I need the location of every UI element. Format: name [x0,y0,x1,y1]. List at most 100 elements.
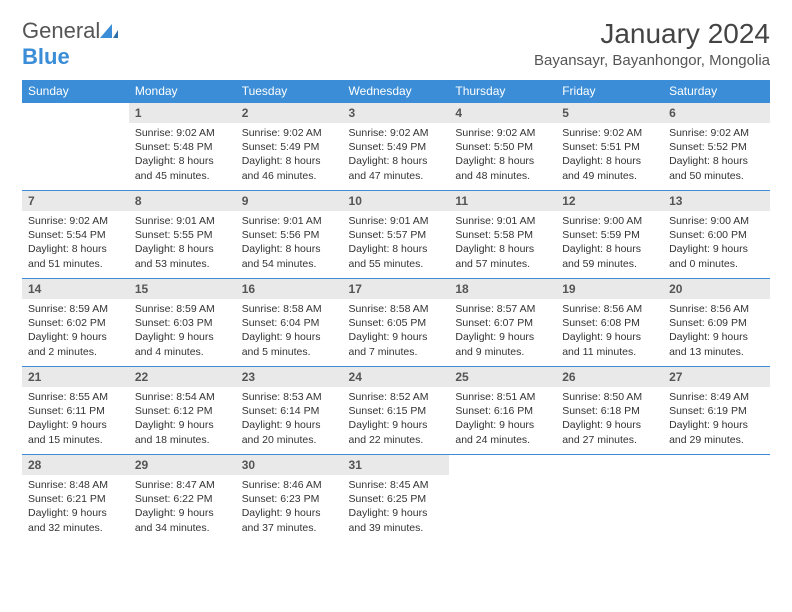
sail-icon [100,18,118,32]
sunset-text: Sunset: 6:04 PM [242,316,337,330]
daylight-line1: Daylight: 9 hours [562,330,657,344]
daylight-line2: and 45 minutes. [135,169,230,183]
day-details: Sunrise: 8:47 AMSunset: 6:22 PMDaylight:… [129,475,236,541]
sunset-text: Sunset: 6:25 PM [349,492,444,506]
daylight-line1: Daylight: 8 hours [242,154,337,168]
day-number-empty [556,454,663,475]
day-number: 6 [663,102,770,123]
sunrise-text: Sunrise: 8:49 AM [669,390,764,404]
calendar-day-cell: 26Sunrise: 8:50 AMSunset: 6:18 PMDayligh… [556,366,663,454]
day-number: 13 [663,190,770,211]
calendar-day-cell [556,454,663,542]
sunrise-text: Sunrise: 9:01 AM [349,214,444,228]
weekday-header: Tuesday [236,80,343,102]
calendar-day-cell [449,454,556,542]
calendar-day-cell: 3Sunrise: 9:02 AMSunset: 5:49 PMDaylight… [343,102,450,190]
day-number: 31 [343,454,450,475]
location-subtitle: Bayansayr, Bayanhongor, Mongolia [534,52,770,69]
day-details: Sunrise: 9:00 AMSunset: 6:00 PMDaylight:… [663,211,770,277]
day-details: Sunrise: 9:01 AMSunset: 5:58 PMDaylight:… [449,211,556,277]
sunrise-text: Sunrise: 8:51 AM [455,390,550,404]
sunset-text: Sunset: 5:56 PM [242,228,337,242]
calendar-day-cell: 25Sunrise: 8:51 AMSunset: 6:16 PMDayligh… [449,366,556,454]
daylight-line2: and 7 minutes. [349,345,444,359]
sunset-text: Sunset: 6:12 PM [135,404,230,418]
daylight-line1: Daylight: 9 hours [135,506,230,520]
day-number: 2 [236,102,343,123]
day-details: Sunrise: 8:54 AMSunset: 6:12 PMDaylight:… [129,387,236,453]
daylight-line2: and 0 minutes. [669,257,764,271]
daylight-line2: and 29 minutes. [669,433,764,447]
daylight-line2: and 9 minutes. [455,345,550,359]
sunset-text: Sunset: 6:00 PM [669,228,764,242]
day-number: 25 [449,366,556,387]
daylight-line1: Daylight: 9 hours [669,242,764,256]
calendar-table: SundayMondayTuesdayWednesdayThursdayFrid… [22,80,770,542]
daylight-line1: Daylight: 8 hours [135,242,230,256]
sunset-text: Sunset: 6:14 PM [242,404,337,418]
sunrise-text: Sunrise: 8:56 AM [562,302,657,316]
logo-text-blue: Blue [22,44,70,69]
day-number: 22 [129,366,236,387]
calendar-day-cell [663,454,770,542]
sunrise-text: Sunrise: 9:01 AM [242,214,337,228]
logo: General Blue [22,18,118,70]
weekday-header: Thursday [449,80,556,102]
day-number: 19 [556,278,663,299]
daylight-line2: and 34 minutes. [135,521,230,535]
day-details: Sunrise: 9:02 AMSunset: 5:50 PMDaylight:… [449,123,556,189]
sunset-text: Sunset: 6:11 PM [28,404,123,418]
daylight-line1: Daylight: 9 hours [455,330,550,344]
calendar-day-cell [22,102,129,190]
sunrise-text: Sunrise: 8:53 AM [242,390,337,404]
calendar-day-cell: 30Sunrise: 8:46 AMSunset: 6:23 PMDayligh… [236,454,343,542]
daylight-line2: and 15 minutes. [28,433,123,447]
day-details: Sunrise: 8:59 AMSunset: 6:03 PMDaylight:… [129,299,236,365]
calendar-day-cell: 22Sunrise: 8:54 AMSunset: 6:12 PMDayligh… [129,366,236,454]
day-number: 29 [129,454,236,475]
daylight-line2: and 18 minutes. [135,433,230,447]
day-details: Sunrise: 9:01 AMSunset: 5:57 PMDaylight:… [343,211,450,277]
daylight-line1: Daylight: 9 hours [455,418,550,432]
sunset-text: Sunset: 6:21 PM [28,492,123,506]
daylight-line2: and 49 minutes. [562,169,657,183]
day-details: Sunrise: 8:53 AMSunset: 6:14 PMDaylight:… [236,387,343,453]
sunrise-text: Sunrise: 9:00 AM [562,214,657,228]
daylight-line2: and 51 minutes. [28,257,123,271]
sunrise-text: Sunrise: 9:02 AM [28,214,123,228]
daylight-line2: and 37 minutes. [242,521,337,535]
month-title: January 2024 [534,18,770,50]
sunrise-text: Sunrise: 8:50 AM [562,390,657,404]
sunrise-text: Sunrise: 8:56 AM [669,302,764,316]
daylight-line2: and 24 minutes. [455,433,550,447]
weekday-header: Wednesday [343,80,450,102]
sunset-text: Sunset: 5:49 PM [349,140,444,154]
sunrise-text: Sunrise: 8:58 AM [242,302,337,316]
daylight-line1: Daylight: 9 hours [28,506,123,520]
daylight-line1: Daylight: 8 hours [349,242,444,256]
daylight-line2: and 39 minutes. [349,521,444,535]
calendar-day-cell: 18Sunrise: 8:57 AMSunset: 6:07 PMDayligh… [449,278,556,366]
sunrise-text: Sunrise: 9:02 AM [455,126,550,140]
day-details: Sunrise: 8:59 AMSunset: 6:02 PMDaylight:… [22,299,129,365]
daylight-line1: Daylight: 9 hours [562,418,657,432]
day-number: 11 [449,190,556,211]
day-details: Sunrise: 9:02 AMSunset: 5:48 PMDaylight:… [129,123,236,189]
sunset-text: Sunset: 5:57 PM [349,228,444,242]
calendar-day-cell: 5Sunrise: 9:02 AMSunset: 5:51 PMDaylight… [556,102,663,190]
calendar-day-cell: 9Sunrise: 9:01 AMSunset: 5:56 PMDaylight… [236,190,343,278]
daylight-line2: and 57 minutes. [455,257,550,271]
sunset-text: Sunset: 6:05 PM [349,316,444,330]
daylight-line2: and 47 minutes. [349,169,444,183]
sunset-text: Sunset: 6:15 PM [349,404,444,418]
title-block: January 2024 Bayansayr, Bayanhongor, Mon… [534,18,770,69]
calendar-day-cell: 6Sunrise: 9:02 AMSunset: 5:52 PMDaylight… [663,102,770,190]
day-number: 15 [129,278,236,299]
daylight-line2: and 2 minutes. [28,345,123,359]
day-number: 20 [663,278,770,299]
daylight-line2: and 54 minutes. [242,257,337,271]
day-number: 30 [236,454,343,475]
calendar-day-cell: 15Sunrise: 8:59 AMSunset: 6:03 PMDayligh… [129,278,236,366]
day-number: 8 [129,190,236,211]
calendar-day-cell: 19Sunrise: 8:56 AMSunset: 6:08 PMDayligh… [556,278,663,366]
